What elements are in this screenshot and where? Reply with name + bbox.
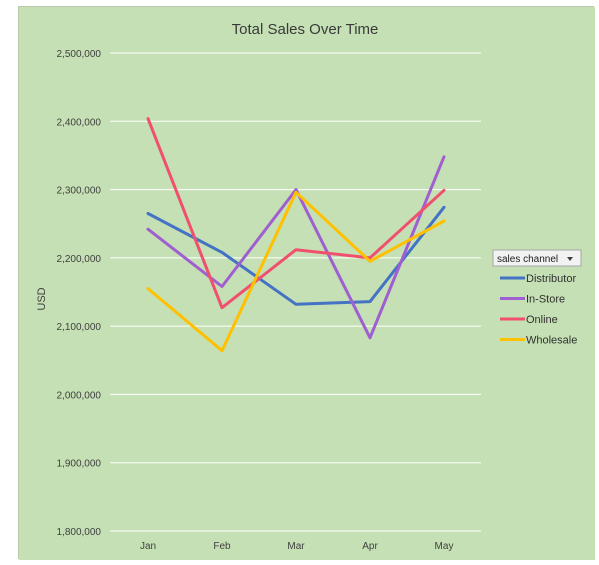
series-line-online: [146, 117, 446, 310]
series-line-in-store: [146, 155, 446, 340]
y-tick-label: 2,300,000: [57, 186, 102, 197]
x-tick-label: May: [435, 541, 454, 552]
dropdown-arrow-icon[interactable]: [567, 257, 573, 261]
x-tick-label: Jan: [140, 541, 156, 552]
y-axis-ticks: 1,800,000 1,900,000 2,000,000 2,100,000 2,20…: [57, 49, 102, 538]
legend-item-online: Online: [500, 314, 558, 326]
x-tick-label: Feb: [213, 541, 231, 552]
series-line-wholesale: [146, 190, 446, 353]
y-tick-label: 2,500,000: [57, 49, 102, 60]
legend-item-distributor: Distributor: [500, 273, 576, 285]
line-chart: 1,800,000 1,900,000 2,000,000 2,100,000 2,20…: [19, 7, 595, 560]
series-lines: [146, 117, 446, 353]
chart-background: [19, 7, 595, 560]
x-axis-ticks: Jan Feb Mar Apr May: [140, 541, 454, 552]
x-tick-label: Mar: [287, 541, 305, 552]
legend-item-in-store: In-Store: [500, 294, 565, 306]
legend-title: sales channel: [497, 254, 558, 265]
legend-label: Distributor: [526, 273, 576, 285]
y-axis-title: USD: [36, 287, 48, 310]
y-tick-label: 1,800,000: [57, 527, 102, 538]
legend-label: In-Store: [526, 294, 565, 306]
y-tick-label: 2,200,000: [57, 254, 102, 265]
legend-filter-box[interactable]: [492, 249, 582, 267]
y-tick-label: 2,000,000: [57, 390, 102, 401]
legend-label: Wholesale: [526, 335, 577, 347]
chart-title: Total Sales Over Time: [232, 21, 379, 38]
y-tick-label: 2,100,000: [57, 322, 102, 333]
legend: sales channel Distributor In-Store Online W…: [492, 249, 582, 347]
legend-item-wholesale: Wholesale: [500, 335, 577, 347]
legend-filter-button[interactable]: sales channel: [492, 249, 582, 267]
y-tick-label: 2,400,000: [57, 117, 102, 128]
series-line-distributor: [146, 205, 446, 306]
x-tick-label: Apr: [362, 541, 378, 552]
legend-label: Online: [526, 314, 558, 326]
chart-frame: 1,800,000 1,900,000 2,000,000 2,100,000 2,20…: [18, 6, 595, 560]
y-tick-label: 1,900,000: [57, 459, 102, 470]
legend-items: Distributor In-Store Online Wholesale: [500, 273, 577, 347]
